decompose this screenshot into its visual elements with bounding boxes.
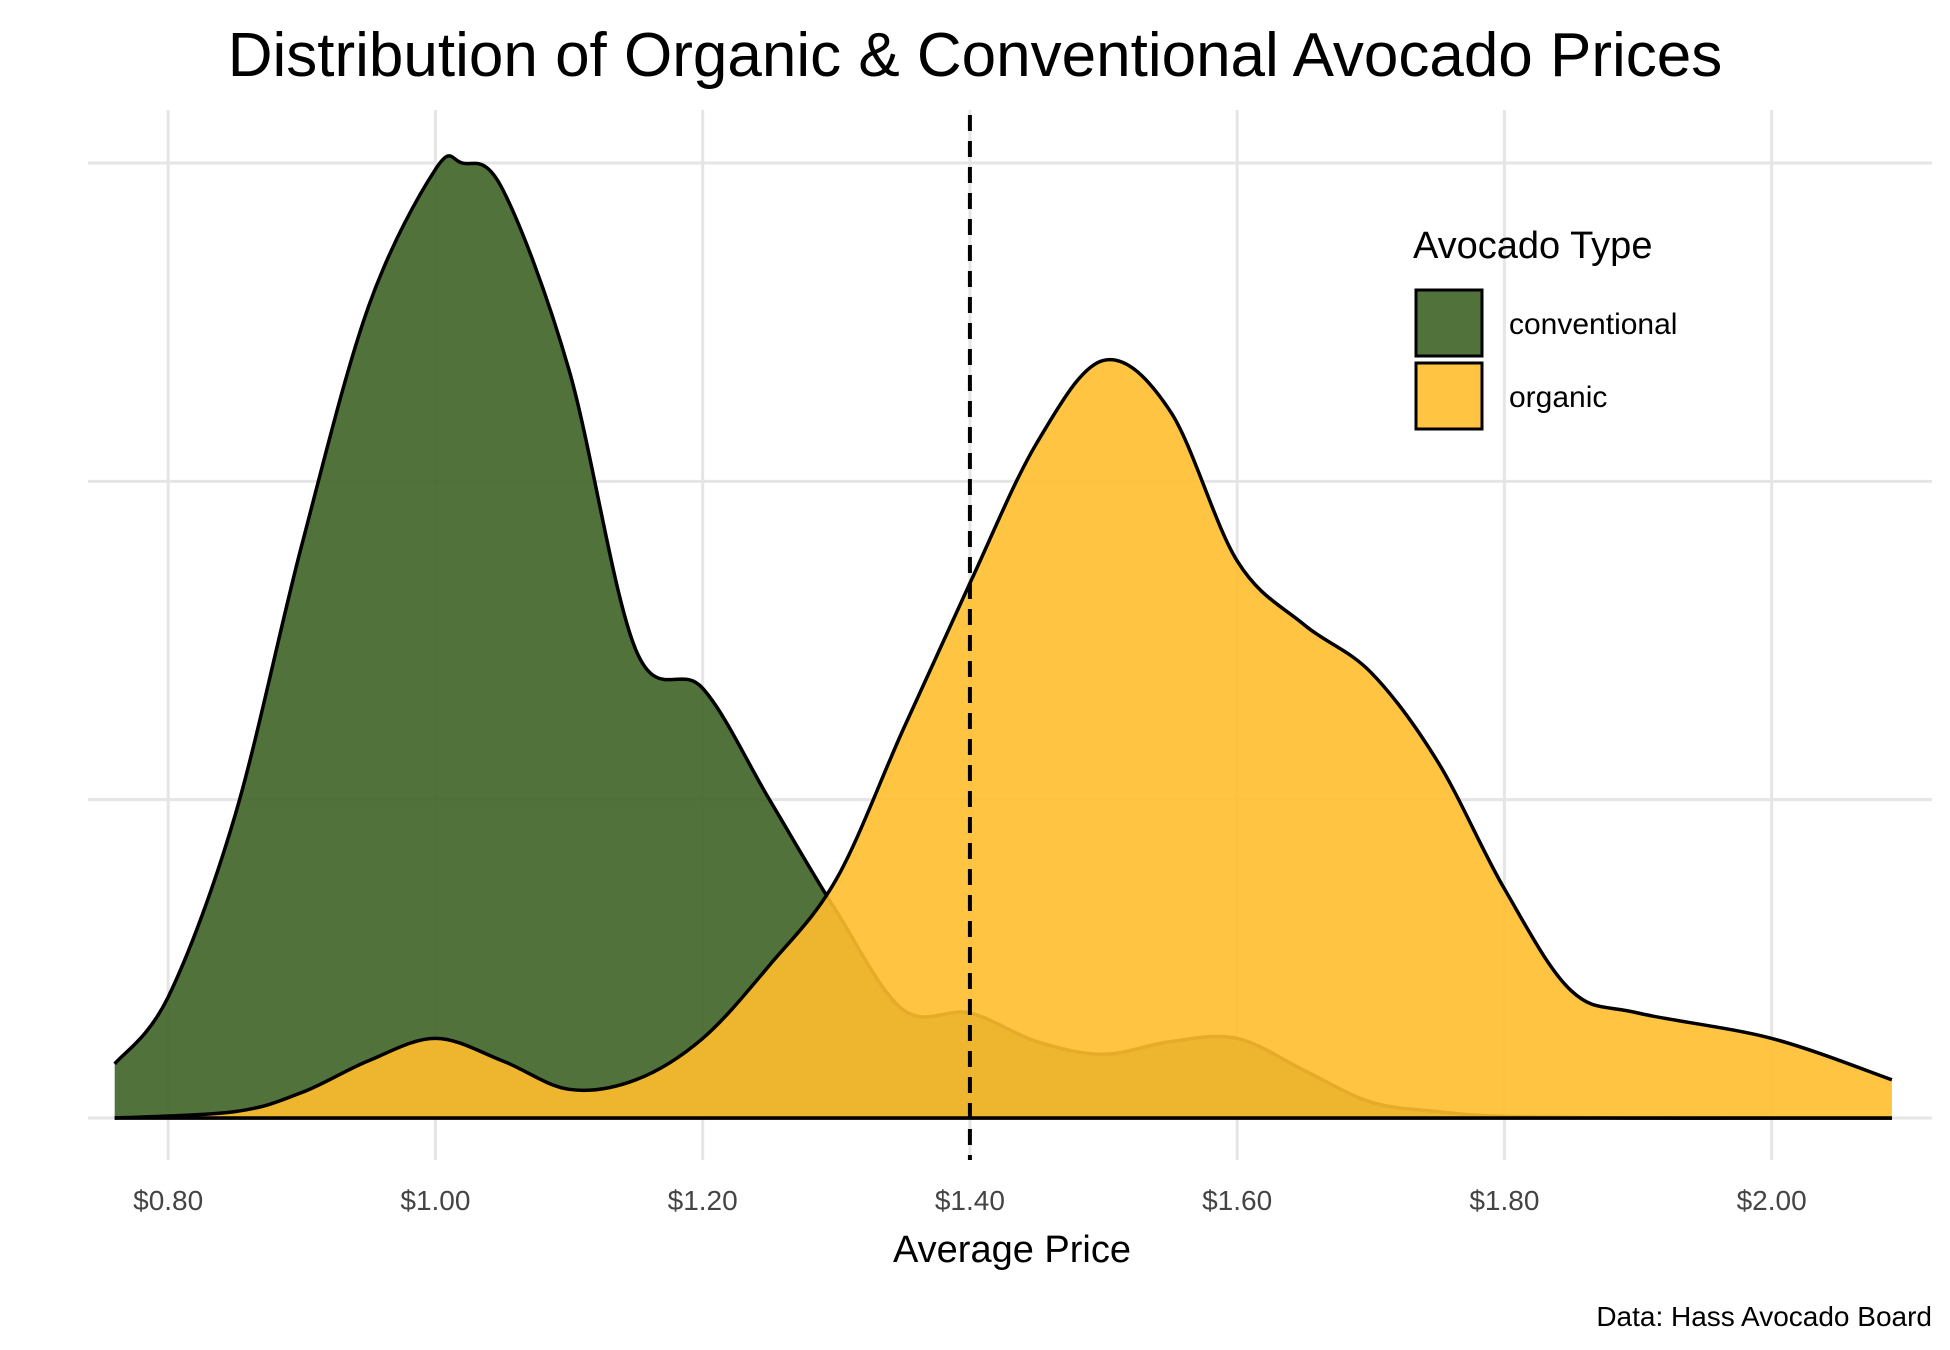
legend-label-conventional: conventional (1509, 308, 1677, 341)
density-area-organic (114, 359, 1892, 1118)
x-axis-title: Average Price (893, 1229, 1131, 1271)
chart-caption: Data: Hass Avocado Board (1596, 1301, 1932, 1332)
legend-swatch-conventional (1414, 288, 1484, 358)
legend-label-organic: organic (1509, 381, 1607, 414)
chart-title: Distribution of Organic & Conventional A… (228, 21, 1723, 90)
legend: Avocado Type conventional organic (1413, 225, 1677, 431)
density-area-conventional (114, 155, 1892, 1119)
x-tick-label: $1.20 (668, 1185, 738, 1216)
x-tick-label: $1.80 (1469, 1185, 1539, 1216)
density-layer (113, 154, 1893, 1120)
x-tick-label: $2.00 (1737, 1185, 1807, 1216)
x-tick-label: $1.40 (935, 1185, 1005, 1216)
x-axis-ticks: $0.80 $1.00 $1.20 $1.40 $1.60 $1.80 $2.00 (133, 1185, 1807, 1216)
legend-items: conventional organic (1414, 288, 1677, 431)
x-tick-label: $0.80 (133, 1185, 203, 1216)
x-tick-label: $1.00 (400, 1185, 470, 1216)
x-tick-label: $1.60 (1202, 1185, 1272, 1216)
legend-swatch-organic (1414, 361, 1484, 431)
legend-title: Avocado Type (1413, 225, 1652, 267)
density-line-organic (114, 357, 1893, 1120)
